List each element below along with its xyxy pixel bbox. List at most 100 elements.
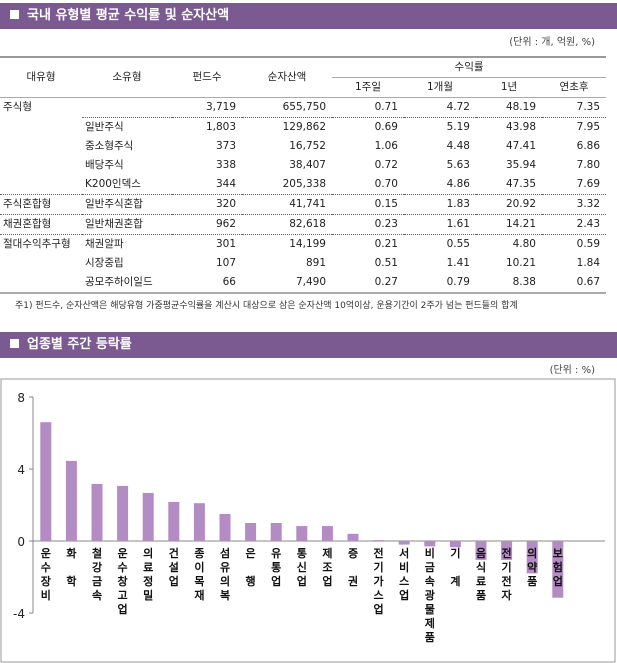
bar <box>373 540 385 541</box>
bar <box>219 514 231 541</box>
table-cell: 0.27 <box>332 273 404 294</box>
bar <box>245 523 257 541</box>
col-assets: 순자산액 <box>242 56 332 98</box>
table-cell: 4.72 <box>404 97 476 118</box>
table-cell: 채권혼합형 <box>0 214 82 235</box>
table-cell: 338 <box>215 159 236 171</box>
table-cell: 1,803 <box>205 121 236 133</box>
table-cell: 0.23 <box>332 214 404 235</box>
table-cell: 7.35 <box>542 97 607 118</box>
bar <box>552 541 564 598</box>
table-cell: 7,490 <box>242 273 332 294</box>
table-cell: 0.70 <box>332 175 404 195</box>
table-title: 국내 유형별 평균 수익률 및 순자산액 <box>27 8 230 23</box>
table-cell <box>0 175 82 195</box>
col-count: 펀드수 <box>172 56 242 98</box>
table-cell: 16,752 <box>289 140 326 152</box>
table-cell: 0.21 <box>374 238 398 250</box>
table-cell: 320 <box>172 194 242 215</box>
col-1m: 1개월 <box>404 77 476 98</box>
bar <box>347 533 359 541</box>
table-cell: 655,750 <box>242 97 332 118</box>
table-cell: 7.69 <box>542 175 607 195</box>
bar <box>526 541 538 574</box>
table-cell: 66 <box>172 273 242 294</box>
table-row: 절대수익추구형 채권알파 301 14,199 0.21 0.55 4.80 0.59 <box>0 235 606 255</box>
table-cell: 41,741 <box>242 194 332 215</box>
table-cell: 절대수익추구형 <box>3 238 71 250</box>
y-tick-label: 0 <box>17 535 25 549</box>
table-cell: 시장중립 <box>85 257 124 269</box>
table-cell: 7.80 <box>576 159 601 171</box>
col-returns: 수익률 <box>332 56 607 78</box>
table-row: 채권혼합형 일반채권혼합 962 82,618 0.23 1.61 14.21 2.43 <box>0 214 607 235</box>
table-cell: 3,719 <box>172 97 242 118</box>
table-cell: 205,338 <box>242 175 332 195</box>
sector-bar-chart: 8 4 0 -4 운 수 장 비 화 학 철 강 금 속 운 수 창 고 업 의 료 정 밀 건 설 업 종 이 목 재 섬 유 의 복 은 행 유… <box>0 378 616 663</box>
table-row: 배당주식 338 38,407 0.72 5.63 35.94 7.80 <box>0 156 606 175</box>
table-cell: 주식형 <box>3 101 32 114</box>
table-cell <box>0 118 82 138</box>
col-ytd: 연초후 <box>542 77 607 98</box>
table-cell: 891 <box>305 257 326 269</box>
table-cell: 1.06 <box>374 140 398 152</box>
table-cell: 4.80 <box>512 238 536 250</box>
chart-header-bar: 업종별 주간 등락률 <box>0 332 617 358</box>
table-cell <box>0 156 82 175</box>
table-cell: 5.63 <box>446 159 470 171</box>
bar <box>65 460 77 541</box>
table-cell: 301 <box>215 238 236 250</box>
category-label: 은 행 <box>246 547 256 588</box>
table-cell: 0.67 <box>542 273 607 294</box>
table-cell <box>82 97 172 118</box>
bar <box>40 422 52 541</box>
y-tick-label: 4 <box>17 463 25 477</box>
table-cell <box>0 137 82 156</box>
bar <box>142 492 154 541</box>
table-cell: 0.15 <box>332 194 404 215</box>
bar <box>168 501 180 541</box>
col-major: 대유형 <box>0 56 82 98</box>
table-cell: K200인덱스 <box>82 175 172 195</box>
table-cell: 0.72 <box>374 159 398 171</box>
table-cell: 14.21 <box>476 214 542 235</box>
y-tick-label: 8 <box>17 391 25 405</box>
table-cell: 1.84 <box>576 257 601 269</box>
bar <box>449 541 461 548</box>
table-cell: 8.38 <box>476 273 542 294</box>
bar <box>321 526 333 541</box>
header-square-icon <box>10 339 19 348</box>
table-cell: 채권알파 <box>85 238 124 250</box>
table-row: 공모주하이일드 66 7,490 0.27 0.79 8.38 0.67 <box>0 273 607 294</box>
table-cell: 4.48 <box>446 140 470 152</box>
table-cell: 주식혼합형 <box>0 194 82 215</box>
table-cell: 107 <box>215 257 236 269</box>
table-header-bar: 국내 유형별 평균 수익률 및 순자산액 <box>0 3 617 29</box>
col-1w: 1주일 <box>332 77 404 98</box>
table-unit: (단위 : 개, 억원, %) <box>509 37 595 48</box>
table-cell: 47.35 <box>476 175 542 195</box>
bar <box>193 503 205 541</box>
table-cell: 962 <box>172 214 242 235</box>
table-cell: 47.41 <box>505 140 536 152</box>
table-cell: 0.71 <box>332 97 404 118</box>
table-cell: 중소형주식 <box>85 140 134 152</box>
table-cell: 0.55 <box>446 238 470 250</box>
table-cell: 일반채권혼합 <box>82 214 172 235</box>
table-row: 시장중립 107 891 0.51 1.41 10.21 1.84 <box>0 254 606 273</box>
table-cell: 48.19 <box>476 97 542 118</box>
table-cell <box>0 254 82 273</box>
table-cell: 0.79 <box>404 273 476 294</box>
